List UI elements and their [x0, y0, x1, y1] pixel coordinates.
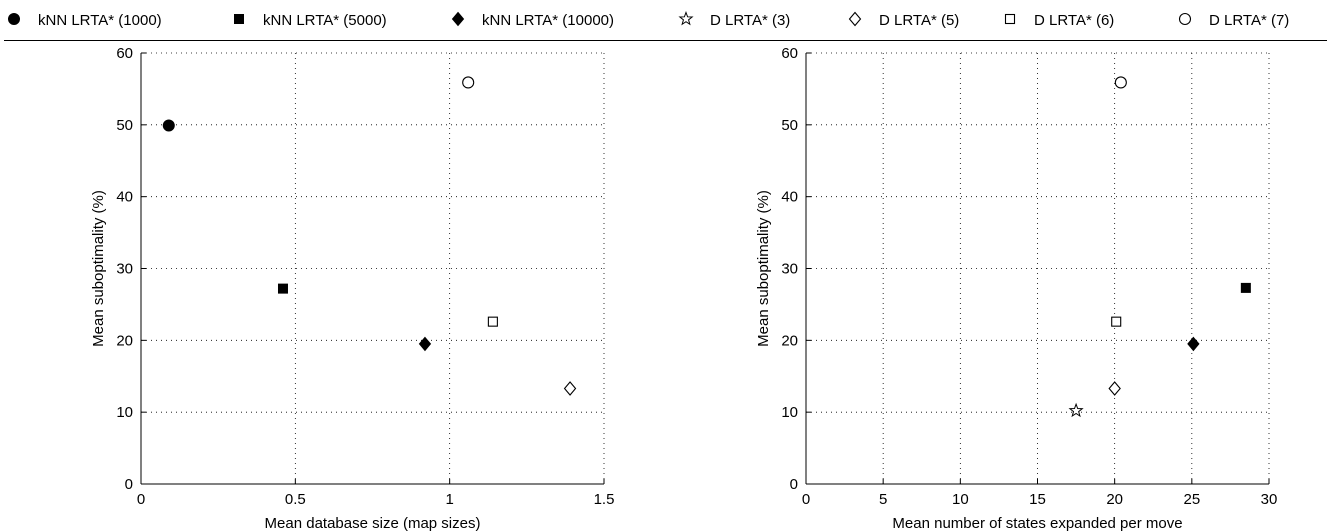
legend: kNN LRTA* (1000) kNN LRTA* (5000) kNN LRTA… — [8, 11, 1289, 29]
data-point-filled-square — [277, 283, 288, 294]
y-tick-label: 0 — [790, 476, 798, 493]
x-tick-label: 10 — [952, 491, 969, 508]
legend-label: D LRTA* (3) — [710, 12, 790, 29]
legend-entry: D LRTA* (7) — [1178, 12, 1289, 29]
y-tick-label: 40 — [781, 189, 798, 206]
legend-entry: D LRTA* (3) — [678, 11, 790, 29]
legend-divider — [4, 40, 1327, 41]
legend-marker-open-square — [1004, 13, 1016, 25]
legend-label: kNN LRTA* (10000) — [482, 12, 614, 29]
x-tick-label: 0.5 — [285, 491, 306, 508]
x-tick-label: 0 — [802, 491, 810, 508]
x-tick-label: 1.5 — [594, 491, 615, 508]
legend-label: kNN LRTA* (5000) — [263, 12, 387, 29]
legend-marker-open-star — [678, 11, 694, 26]
data-point-open-diamond — [563, 381, 577, 396]
data-point-open-square — [1111, 316, 1122, 327]
y-tick-label: 0 — [125, 476, 133, 493]
x-tick-label: 1 — [445, 491, 453, 508]
legend-marker-open-circle — [1178, 12, 1192, 26]
y-tick-label: 20 — [781, 332, 798, 349]
data-point-open-circle — [1114, 76, 1127, 89]
data-points — [1068, 76, 1251, 418]
data-point-open-star — [1068, 402, 1084, 418]
data-point-filled-square — [1240, 282, 1251, 293]
legend-entry: kNN LRTA* (1000) — [8, 12, 162, 29]
x-tick-label: 25 — [1183, 491, 1200, 508]
legend-marker-open-diamond — [848, 11, 862, 27]
y-tick-label: 10 — [781, 404, 798, 421]
y-tick-label: 30 — [116, 261, 133, 278]
grid — [141, 52, 605, 484]
grid — [806, 52, 1270, 484]
x-tick-label: 30 — [1261, 491, 1278, 508]
legend-label: D LRTA* (7) — [1209, 12, 1289, 29]
legend-label: D LRTA* (5) — [879, 12, 959, 29]
data-point-filled-diamond — [418, 336, 432, 352]
y-axis-label: Mean suboptimality (%) — [90, 190, 107, 347]
y-tick-label: 50 — [781, 117, 798, 134]
data-point-open-diamond — [1108, 381, 1121, 396]
legend-label: kNN LRTA* (1000) — [38, 12, 162, 29]
legend-entry: kNN LRTA* (10000) — [451, 11, 614, 29]
y-tick-label: 30 — [781, 261, 798, 278]
data-point-open-square — [487, 316, 498, 327]
scatter-chart-states-expanded: 0 5 10 15 20 25 30 0 10 20 30 40 50 60 Mean number of … — [755, 45, 1278, 531]
y-tick-label: 10 — [116, 404, 133, 421]
y-tick-label: 60 — [116, 45, 133, 62]
x-tick-label: 15 — [1029, 491, 1046, 508]
x-tick-label: 5 — [879, 491, 887, 508]
x-axis-label: Mean database size (map sizes) — [265, 515, 481, 531]
data-point-open-circle — [462, 76, 475, 89]
legend-label: D LRTA* (6) — [1034, 12, 1114, 29]
data-point-filled-circle — [162, 119, 175, 132]
legend-marker-filled-diamond — [451, 11, 465, 27]
x-tick-label: 0 — [137, 491, 145, 508]
legend-entry: D LRTA* (6) — [1004, 12, 1114, 29]
legend-marker-filled-circle — [8, 13, 20, 25]
data-points — [162, 76, 577, 396]
y-tick-label: 40 — [116, 189, 133, 206]
y-tick-label: 50 — [116, 117, 133, 134]
data-point-filled-diamond — [1187, 336, 1200, 352]
scatter-chart-database-size: 0 0.5 1 1.5 0 10 20 30 40 50 60 Mean database size … — [90, 45, 615, 531]
y-tick-label: 20 — [116, 332, 133, 349]
legend-entry: kNN LRTA* (5000) — [234, 12, 387, 29]
legend-entry: D LRTA* (5) — [848, 11, 959, 29]
y-tick-label: 60 — [781, 45, 798, 62]
x-tick-label: 20 — [1106, 491, 1123, 508]
legend-marker-filled-square — [234, 14, 244, 24]
x-axis-label: Mean number of states expanded per move — [892, 515, 1182, 531]
y-axis-label: Mean suboptimality (%) — [755, 190, 772, 347]
